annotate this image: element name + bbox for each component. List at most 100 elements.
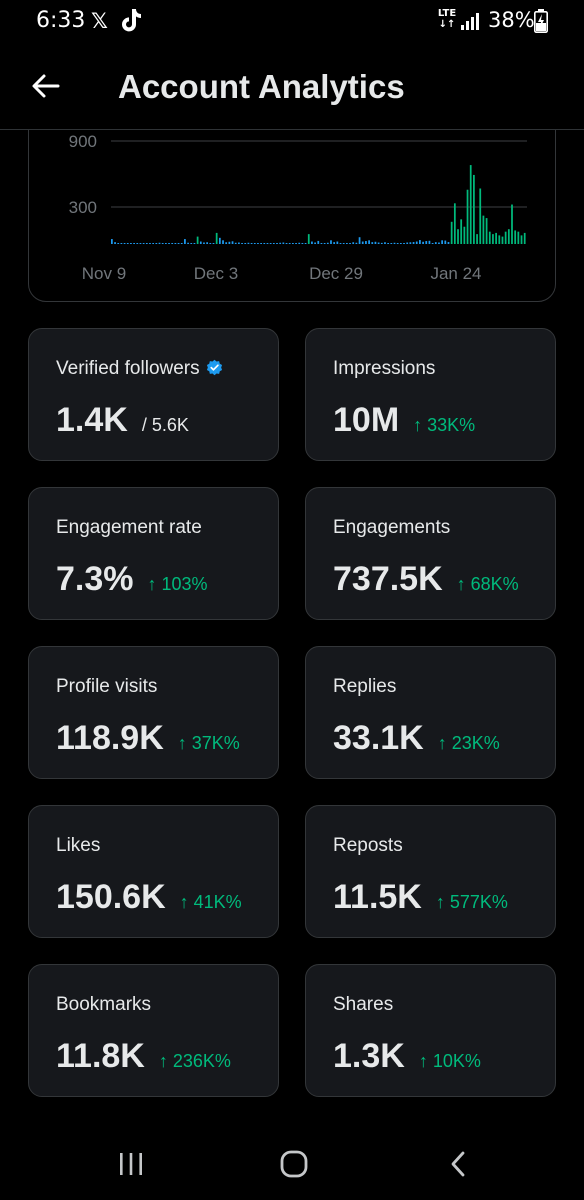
chart-bar xyxy=(320,243,323,244)
stat-change: ↑ 236K% xyxy=(158,1051,231,1071)
chart-bar xyxy=(155,243,158,244)
chart-bar xyxy=(409,242,412,244)
chart-bar xyxy=(457,229,459,244)
verified-badge-icon xyxy=(206,359,222,376)
stat-label-text: Impressions xyxy=(333,358,436,379)
chart-bar xyxy=(342,243,345,244)
home-icon[interactable] xyxy=(279,1149,309,1179)
chart-bar xyxy=(180,243,183,244)
chart-bar xyxy=(126,243,129,244)
chart-bar xyxy=(263,243,266,244)
chart-bar xyxy=(453,203,456,244)
chart-bar xyxy=(431,243,434,244)
stat-label-text: Bookmarks xyxy=(56,994,152,1015)
stat-value-row: 1.3K ↑ 10K% xyxy=(333,1037,481,1076)
chart-bar xyxy=(152,243,155,244)
chart-bar xyxy=(374,241,377,244)
stat-value-row: 11.5K ↑ 577K% xyxy=(333,878,508,917)
chart-bar xyxy=(488,231,491,244)
chart-bar xyxy=(307,234,310,244)
chart-bar xyxy=(403,243,405,244)
stat-label: Verified followers xyxy=(56,358,223,380)
chart-x-tick: Jan 24 xyxy=(430,264,481,283)
chart-bar xyxy=(317,240,320,244)
chart-bar xyxy=(164,243,167,244)
tiktok-icon xyxy=(122,9,141,32)
chart-bar xyxy=(196,236,199,244)
stat-card[interactable]: Verified followers 1.4K / 5.6K xyxy=(28,328,279,461)
chart-bar xyxy=(139,243,142,244)
chart-bar xyxy=(520,235,523,244)
chart-bar xyxy=(355,242,358,244)
recent-apps-icon[interactable] xyxy=(116,1150,146,1178)
chart-bar xyxy=(282,242,285,244)
stat-change: ↑ 37K% xyxy=(177,733,240,753)
chart-bar xyxy=(507,229,510,244)
chart-bar xyxy=(406,242,409,244)
stat-change: ↑ 23K% xyxy=(437,733,500,753)
chart-bar xyxy=(123,243,126,244)
chart-bar xyxy=(365,241,367,244)
stat-card[interactable]: Profile visits 118.9K ↑ 37K% xyxy=(28,646,279,779)
chart-bar xyxy=(444,240,447,244)
chart-bar xyxy=(136,243,139,244)
stat-label: Profile visits xyxy=(56,676,157,698)
stat-label: Engagement rate xyxy=(56,517,202,539)
stat-card[interactable]: Shares 1.3K ↑ 10K% xyxy=(305,964,556,1097)
chart-bar xyxy=(345,243,348,244)
stat-value-row: 10M ↑ 33K% xyxy=(333,401,475,440)
stat-value: 150.6K xyxy=(56,878,166,916)
stat-value-row: 11.8K ↑ 236K% xyxy=(56,1037,231,1076)
stat-value: 7.3% xyxy=(56,560,134,598)
chart-bar xyxy=(492,234,494,244)
stat-card[interactable]: Likes 150.6K ↑ 41K% xyxy=(28,805,279,938)
chart-bar xyxy=(479,188,482,244)
chart-bar xyxy=(247,242,250,244)
network-type: LTE xyxy=(437,8,457,19)
stat-change: ↑ 33K% xyxy=(413,415,476,435)
network-indicator: LTE ↓↑ xyxy=(437,8,457,30)
back-arrow-icon[interactable] xyxy=(30,70,62,102)
chart-bar xyxy=(447,242,450,244)
chart-bar xyxy=(352,242,355,244)
stat-value: 33.1K xyxy=(333,719,424,757)
network-arrows: ↓↑ xyxy=(438,19,456,30)
stat-label-text: Reposts xyxy=(333,835,403,856)
chart-bar xyxy=(269,243,272,244)
chart-bar xyxy=(469,165,472,244)
chart-bar xyxy=(304,243,307,244)
chart-bar xyxy=(387,243,390,244)
chart-bar xyxy=(377,242,380,244)
stat-card[interactable]: Impressions 10M ↑ 33K% xyxy=(305,328,556,461)
nav-back-icon[interactable] xyxy=(448,1150,468,1178)
chart-bar xyxy=(241,243,243,244)
stat-card[interactable]: Bookmarks 11.8K ↑ 236K% xyxy=(28,964,279,1097)
chart-bar xyxy=(168,243,170,244)
chart-bar xyxy=(209,243,212,244)
stat-change: ↑ 41K% xyxy=(179,892,242,912)
stat-card[interactable]: Engagements 737.5K ↑ 68K% xyxy=(305,487,556,620)
stat-value: 11.5K xyxy=(333,878,422,916)
chart-bar xyxy=(380,242,383,244)
chart-bar xyxy=(253,243,256,244)
chart-bar xyxy=(339,243,342,244)
stat-change: ↑ 68K% xyxy=(456,574,519,594)
chart-bar xyxy=(419,240,421,244)
chart-bar xyxy=(285,243,288,244)
chart-bar xyxy=(399,243,402,244)
chart-bar xyxy=(222,240,224,244)
stat-card[interactable]: Engagement rate 7.3% ↑ 103% xyxy=(28,487,279,620)
chart-x-tick: Nov 9 xyxy=(82,264,126,283)
chart-bar xyxy=(142,243,145,244)
chart-bar xyxy=(326,242,329,244)
chart-bar xyxy=(231,241,234,244)
chart-bar xyxy=(218,237,221,244)
chart-bar xyxy=(463,226,466,244)
stat-value: 1.3K xyxy=(333,1037,405,1075)
chart-bar xyxy=(111,239,113,244)
stat-change: ↑ 10K% xyxy=(418,1051,481,1071)
chart-bar xyxy=(384,242,386,244)
chart-bar xyxy=(117,243,120,244)
stat-card[interactable]: Replies 33.1K ↑ 23K% xyxy=(305,646,556,779)
stat-card[interactable]: Reposts 11.5K ↑ 577K% xyxy=(305,805,556,938)
